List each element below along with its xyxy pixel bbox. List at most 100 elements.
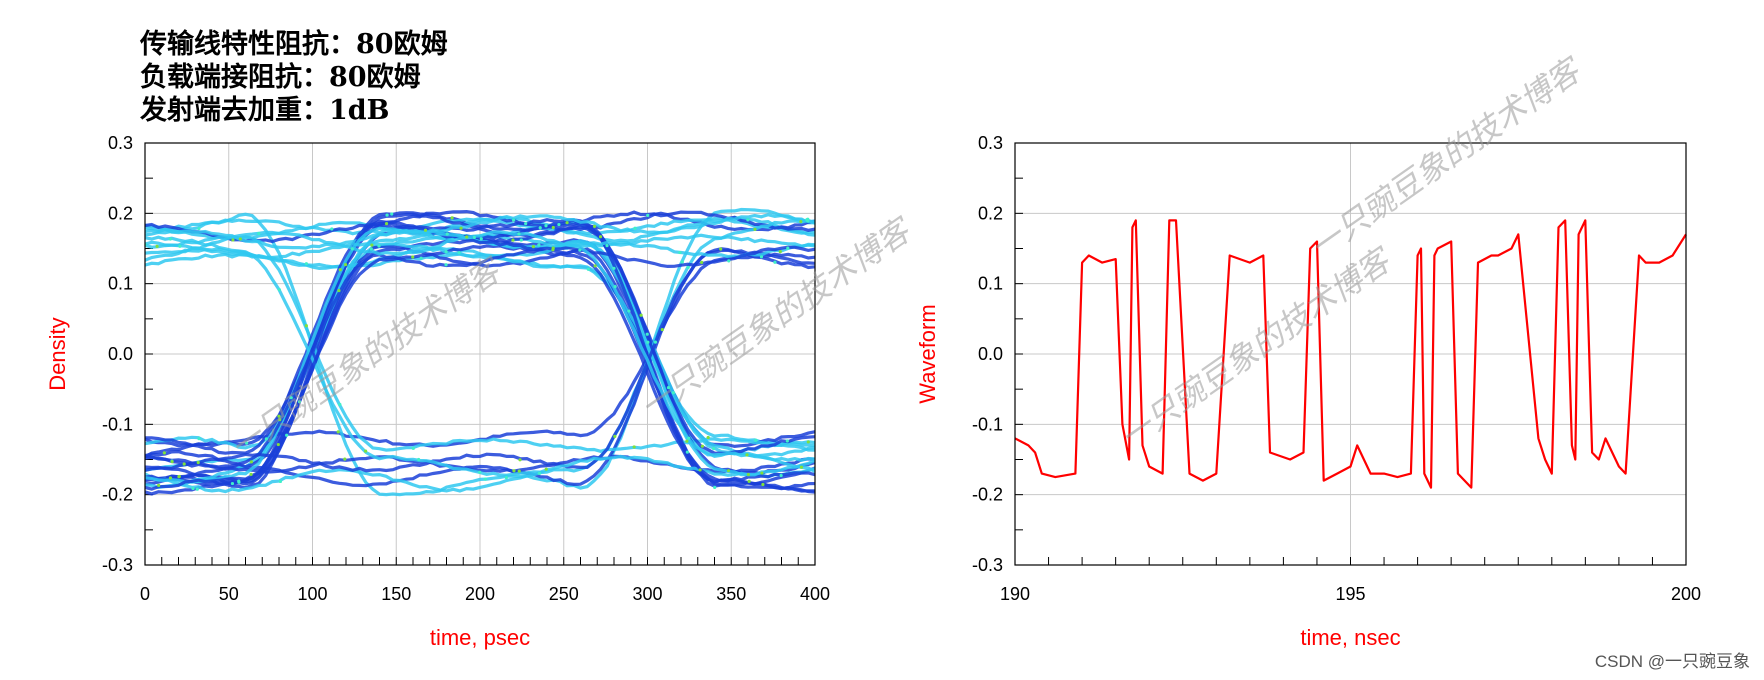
x-tick-label: 150	[381, 584, 411, 604]
density-point	[277, 414, 281, 418]
x-tick-label: 0	[140, 584, 150, 604]
eye-trace	[145, 245, 815, 469]
density-point	[417, 457, 421, 462]
density-point	[237, 479, 241, 483]
density-point	[727, 259, 731, 263]
density-point	[343, 263, 348, 267]
eye-trace	[145, 240, 815, 260]
density-point	[512, 218, 516, 222]
density-point	[660, 328, 664, 332]
density-point	[537, 471, 542, 475]
density-point	[557, 222, 561, 227]
density-point	[605, 243, 609, 248]
density-point	[168, 237, 173, 241]
density-point	[538, 226, 542, 230]
density-point	[363, 449, 368, 453]
density-point	[264, 437, 268, 441]
density-point	[537, 243, 541, 247]
y-tick-label: 0.3	[978, 133, 1003, 153]
density-point	[191, 486, 195, 491]
density-point	[444, 263, 448, 267]
annotation-line-3: 发射端去加重：1dB	[140, 95, 390, 126]
eye-trace	[145, 213, 815, 484]
density-point	[531, 245, 535, 249]
density-point	[238, 237, 242, 241]
density-point	[578, 248, 582, 252]
density-point	[754, 438, 758, 442]
density-point	[336, 430, 340, 434]
density-point	[278, 417, 282, 422]
density-point	[445, 232, 449, 236]
density-point	[719, 247, 723, 251]
credit-text: CSDN @一只豌豆象	[1594, 652, 1750, 671]
density-point	[457, 251, 461, 255]
density-point	[785, 439, 789, 443]
density-point	[786, 246, 790, 250]
density-point	[370, 243, 374, 247]
density-point	[304, 262, 308, 266]
y-tick-label: 0.2	[978, 203, 1003, 223]
density-point	[713, 485, 717, 489]
density-point	[297, 400, 302, 404]
density-point	[544, 224, 548, 228]
density-point	[517, 469, 521, 473]
density-point	[478, 470, 482, 474]
density-point	[524, 221, 528, 226]
y-tick-label: 0.0	[978, 344, 1003, 364]
density-point	[450, 216, 454, 220]
y-tick-label: 0.1	[978, 274, 1003, 294]
density-point	[419, 256, 423, 260]
density-point	[745, 453, 749, 457]
x-tick-label: 300	[632, 584, 662, 604]
density-point	[598, 235, 603, 239]
density-point	[115, 241, 118, 244]
density-point	[613, 285, 617, 289]
density-point	[586, 267, 590, 271]
y-tick-label: -0.1	[102, 414, 133, 434]
y-tick-label: -0.3	[102, 555, 133, 575]
eye-plot-frame	[144, 142, 816, 566]
density-point	[197, 437, 201, 441]
x-tick-label: 100	[297, 584, 327, 604]
eye-trace	[145, 252, 815, 448]
density-point	[289, 396, 293, 400]
density-point	[779, 473, 783, 478]
density-point	[304, 324, 308, 328]
annotation-line-1: 传输线特性阻抗：80欧姆	[140, 29, 448, 60]
y-tick-label: -0.2	[972, 485, 1003, 505]
density-point	[827, 429, 830, 432]
density-point	[646, 213, 650, 217]
density-point	[759, 255, 764, 259]
y-tick-label: -0.3	[972, 555, 1003, 575]
density-point	[122, 456, 125, 459]
y-tick-label: 0.3	[108, 133, 133, 153]
density-point	[799, 465, 804, 469]
density-point	[760, 471, 764, 475]
watermark-text: 一只豌豆象的技术博客	[1303, 50, 1590, 267]
x-tick-label: 200	[465, 584, 495, 604]
density-point	[182, 462, 186, 466]
density-point	[390, 212, 394, 216]
y-tick-label: 0.1	[108, 274, 133, 294]
density-point	[123, 468, 126, 471]
density-point	[157, 483, 161, 488]
waveform-chart: 190 195 200 -0.3 -0.2 -0.1 0.0 0.1 0.2 0.3 time, n…	[915, 133, 1701, 650]
density-point	[778, 250, 782, 254]
density-point	[257, 231, 261, 236]
density-point	[276, 442, 280, 447]
waveform-plot-frame	[1014, 142, 1687, 566]
density-point	[833, 441, 836, 444]
density-point	[678, 250, 682, 255]
x-tick-label: 50	[219, 584, 239, 604]
eye-trace	[145, 210, 815, 490]
density-point	[195, 487, 199, 491]
density-point	[170, 460, 174, 464]
density-point	[162, 451, 166, 455]
density-point	[330, 227, 334, 231]
density-point	[350, 247, 354, 251]
density-point	[338, 268, 342, 272]
density-point	[369, 247, 373, 251]
density-point	[700, 260, 704, 264]
density-point	[633, 226, 637, 230]
